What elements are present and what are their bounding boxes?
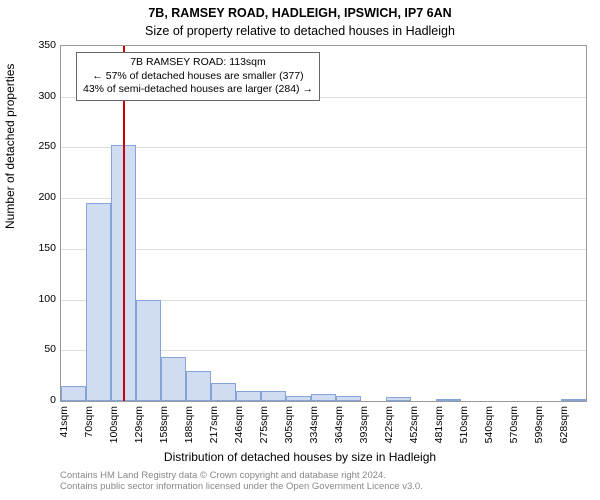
title-line-1: 7B, RAMSEY ROAD, HADLEIGH, IPSWICH, IP7 … [0,6,600,20]
y-tick-label: 50 [28,343,56,355]
histogram-bar [561,399,586,401]
x-tick-label: 570sqm [508,406,520,450]
footer-line-2: Contains public sector information licen… [60,481,423,492]
x-tick-label: 275sqm [258,406,270,450]
histogram-bar [161,357,186,401]
x-tick-label: 393sqm [358,406,370,450]
histogram-bar [386,397,411,401]
y-tick-label: 250 [28,140,56,152]
y-axis-label: Number of detached properties [3,64,17,229]
x-tick-label: 364sqm [333,406,345,450]
histogram-bar [336,396,361,401]
gridline [61,198,586,199]
x-tick-label: 628sqm [558,406,570,450]
gridline [61,147,586,148]
histogram-bar [286,396,311,401]
histogram-bar [86,203,111,401]
histogram-bar [211,383,236,401]
annotation-line: 7B RAMSEY ROAD: 113sqm [83,56,313,70]
x-tick-label: 129sqm [133,406,145,450]
y-tick-label: 300 [28,90,56,102]
histogram-bar [436,399,461,401]
x-tick-label: 70sqm [83,406,95,450]
x-tick-label: 540sqm [483,406,495,450]
x-tick-label: 217sqm [208,406,220,450]
x-tick-label: 422sqm [383,406,395,450]
x-tick-label: 334sqm [308,406,320,450]
x-tick-label: 41sqm [58,406,70,450]
histogram-bar [311,394,336,401]
y-tick-label: 200 [28,191,56,203]
annotation-box: 7B RAMSEY ROAD: 113sqm← 57% of detached … [76,52,320,101]
annotation-line: ← 57% of detached houses are smaller (37… [83,70,313,84]
annotation-line: 43% of semi-detached houses are larger (… [83,83,313,97]
x-tick-label: 188sqm [183,406,195,450]
y-tick-label: 150 [28,242,56,254]
footer-attribution: Contains HM Land Registry data © Crown c… [60,470,423,493]
x-tick-label: 305sqm [283,406,295,450]
x-tick-label: 599sqm [533,406,545,450]
x-tick-label: 510sqm [458,406,470,450]
histogram-bar [186,371,211,401]
gridline [61,249,586,250]
x-tick-label: 481sqm [433,406,445,450]
histogram-chart: 7B RAMSEY ROAD: 113sqm← 57% of detached … [60,45,587,402]
x-tick-label: 452sqm [408,406,420,450]
x-tick-label: 246sqm [233,406,245,450]
y-tick-label: 100 [28,293,56,305]
histogram-bar [236,391,261,401]
y-tick-label: 0 [28,394,56,406]
x-tick-label: 158sqm [158,406,170,450]
x-tick-label: 100sqm [108,406,120,450]
title-line-2: Size of property relative to detached ho… [0,24,600,38]
histogram-bar [136,300,161,401]
histogram-bar [261,391,286,401]
histogram-bar [61,386,86,401]
footer-line-1: Contains HM Land Registry data © Crown c… [60,470,423,481]
x-axis-label: Distribution of detached houses by size … [0,450,600,464]
y-tick-label: 350 [28,39,56,51]
